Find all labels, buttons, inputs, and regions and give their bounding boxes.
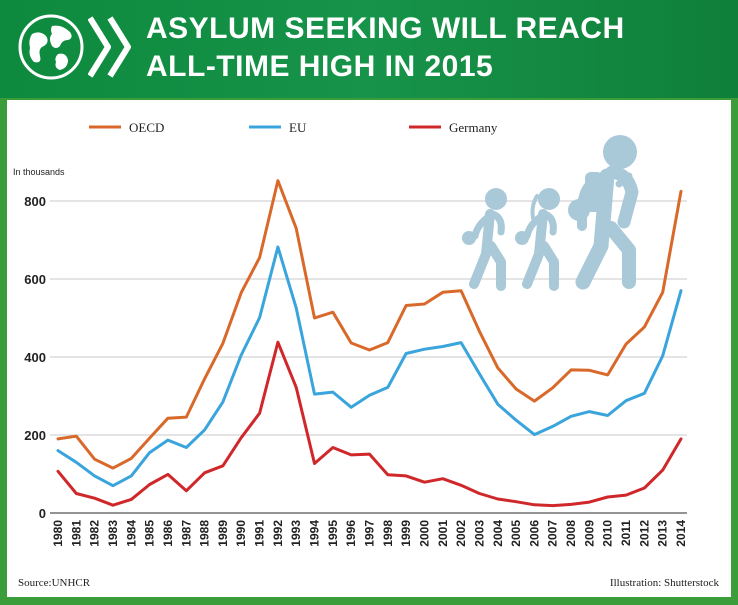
x-tick-1981: 1981 <box>69 520 83 547</box>
y-tick-labels: 0 200 400 600 800 <box>24 194 46 521</box>
x-tick-2013: 2013 <box>656 520 670 547</box>
source-note: Source:UNHCR <box>18 577 91 589</box>
legend-label-eu: EU <box>289 120 307 135</box>
x-tick-2002: 2002 <box>454 520 468 547</box>
x-tick-2004: 2004 <box>491 520 505 547</box>
legend: OECD EU Germany <box>89 120 498 135</box>
y-tick-200: 200 <box>24 428 46 443</box>
x-tick-2011: 2011 <box>619 520 633 546</box>
x-tick-2006: 2006 <box>527 520 541 547</box>
x-tick-1999: 1999 <box>399 520 413 547</box>
x-tick-1983: 1983 <box>106 520 120 547</box>
x-tick-1991: 1991 <box>253 520 267 547</box>
double-chevron-icon <box>88 16 131 78</box>
gridlines <box>50 200 687 514</box>
x-tick-1988: 1988 <box>198 520 212 547</box>
x-tick-1982: 1982 <box>88 520 102 547</box>
x-tick-2001: 2001 <box>436 520 450 547</box>
x-tick-2000: 2000 <box>417 520 431 547</box>
header-banner: ASYLUM SEEKING WILL REACH ALL-TIME HIGH … <box>0 0 738 98</box>
x-tick-labels: 1980 1981 1982 1983 1984 1985 1986 1987 1988 1989… <box>51 520 688 547</box>
legend-label-oecd: OECD <box>129 120 164 135</box>
x-tick-1995: 1995 <box>326 520 340 547</box>
x-tick-2007: 2007 <box>546 520 560 547</box>
y-tick-600: 600 <box>24 272 46 287</box>
series-line-oecd <box>56 179 683 470</box>
series-lines <box>56 179 683 508</box>
y-tick-0: 0 <box>39 506 46 521</box>
x-tick-2010: 2010 <box>601 520 615 547</box>
title-line-2: ALL-TIME HIGH IN 2015 <box>146 50 494 83</box>
x-tick-1989: 1989 <box>216 520 230 547</box>
x-tick-2009: 2009 <box>582 520 596 547</box>
series-line-germany <box>56 340 683 508</box>
x-tick-2012: 2012 <box>637 520 651 547</box>
walking-family-icon <box>462 135 639 291</box>
x-tick-1984: 1984 <box>124 520 138 547</box>
x-tick-1980: 1980 <box>51 520 65 547</box>
unit-label: In thousands <box>13 167 65 177</box>
y-tick-400: 400 <box>24 350 46 365</box>
x-tick-1993: 1993 <box>289 520 303 547</box>
x-tick-2014: 2014 <box>674 520 688 547</box>
x-tick-1996: 1996 <box>344 520 358 547</box>
x-tick-1985: 1985 <box>143 520 157 547</box>
x-tick-1997: 1997 <box>363 520 377 547</box>
globe-icon <box>18 14 84 80</box>
x-tick-1994: 1994 <box>308 520 322 547</box>
x-tick-1998: 1998 <box>381 520 395 547</box>
x-tick-2008: 2008 <box>564 520 578 547</box>
legend-label-germany: Germany <box>449 120 498 135</box>
illustration-credit: Illustration: Shutterstock <box>610 577 720 589</box>
x-tick-1990: 1990 <box>234 520 248 547</box>
series-line-eu <box>56 245 683 488</box>
title-line-1: ASYLUM SEEKING WILL REACH <box>146 12 625 45</box>
x-tick-1986: 1986 <box>161 520 175 547</box>
x-tick-1992: 1992 <box>271 520 285 547</box>
x-tick-1987: 1987 <box>179 520 193 547</box>
y-tick-800: 800 <box>24 194 46 209</box>
x-tick-2005: 2005 <box>509 520 523 547</box>
chart-panel: 0 200 400 600 800 1980 1981 1982 1983 1984 1985 19… <box>7 100 731 597</box>
x-tick-2003: 2003 <box>472 520 486 547</box>
